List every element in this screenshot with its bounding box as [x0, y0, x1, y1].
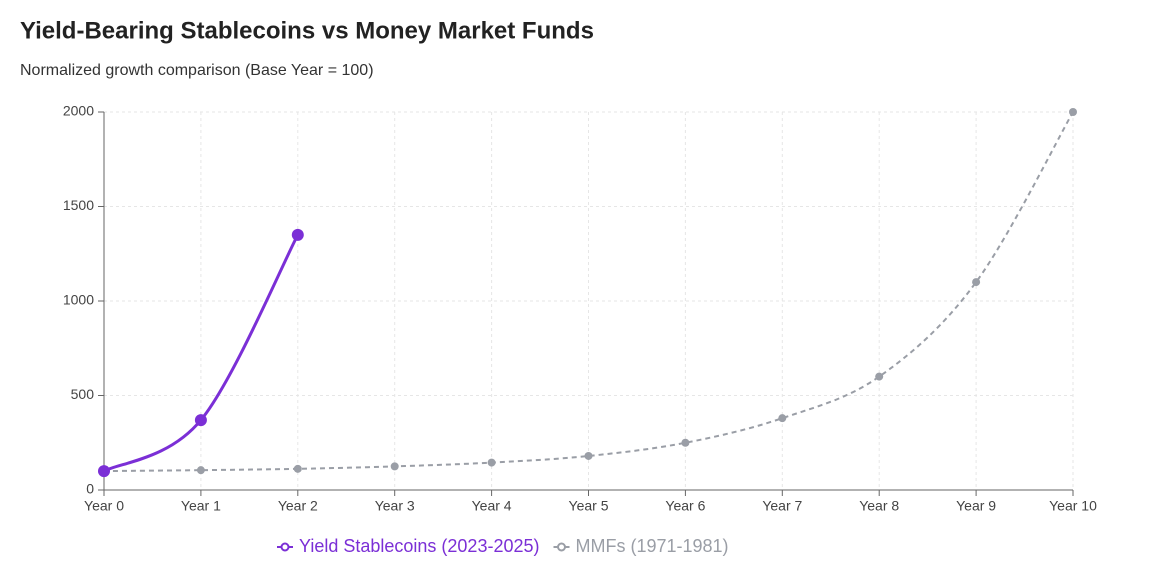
data-point: [972, 278, 981, 287]
chart-title: Yield-Bearing Stablecoins vs Money Marke…: [20, 17, 594, 44]
x-tick-label: Year 3: [375, 498, 415, 514]
x-tick-label: Year 10: [1049, 498, 1097, 514]
x-tick-label: Year 9: [956, 498, 996, 514]
data-point: [390, 462, 399, 471]
data-point: [681, 438, 690, 447]
x-tick-label: Year 5: [569, 498, 609, 514]
y-tick-label: 1000: [63, 292, 94, 308]
data-point: [875, 372, 884, 381]
data-point: [293, 464, 302, 473]
x-tick-label: Year 6: [665, 498, 705, 514]
data-point: [194, 414, 207, 427]
y-tick-label: 500: [71, 386, 95, 402]
y-tick-label: 1500: [63, 197, 94, 213]
data-point: [584, 451, 593, 460]
x-tick-label: Year 0: [84, 498, 124, 514]
series-line: [103, 111, 1074, 473]
legend-marker: [280, 542, 290, 552]
x-tick-label: Year 8: [859, 498, 899, 514]
data-point: [487, 458, 496, 467]
x-tick-label: Year 4: [472, 498, 512, 514]
y-tick-label: 0: [86, 481, 94, 497]
legend-label: MMFs (1971-1981): [576, 536, 729, 556]
data-point: [1069, 108, 1077, 116]
data-point: [778, 414, 787, 423]
x-tick-label: Year 2: [278, 498, 318, 514]
data-point: [98, 465, 110, 478]
x-tick-label: Year 7: [762, 498, 802, 514]
y-tick-label: 2000: [63, 103, 94, 119]
data-point: [196, 466, 205, 475]
legend-label: Yield Stablecoins (2023-2025): [299, 536, 540, 556]
x-tick-label: Year 1: [181, 498, 221, 514]
data-point: [291, 228, 304, 241]
chart-subtitle: Normalized growth comparison (Base Year …: [20, 62, 374, 79]
series-line: [103, 234, 300, 473]
legend-marker: [557, 542, 566, 552]
